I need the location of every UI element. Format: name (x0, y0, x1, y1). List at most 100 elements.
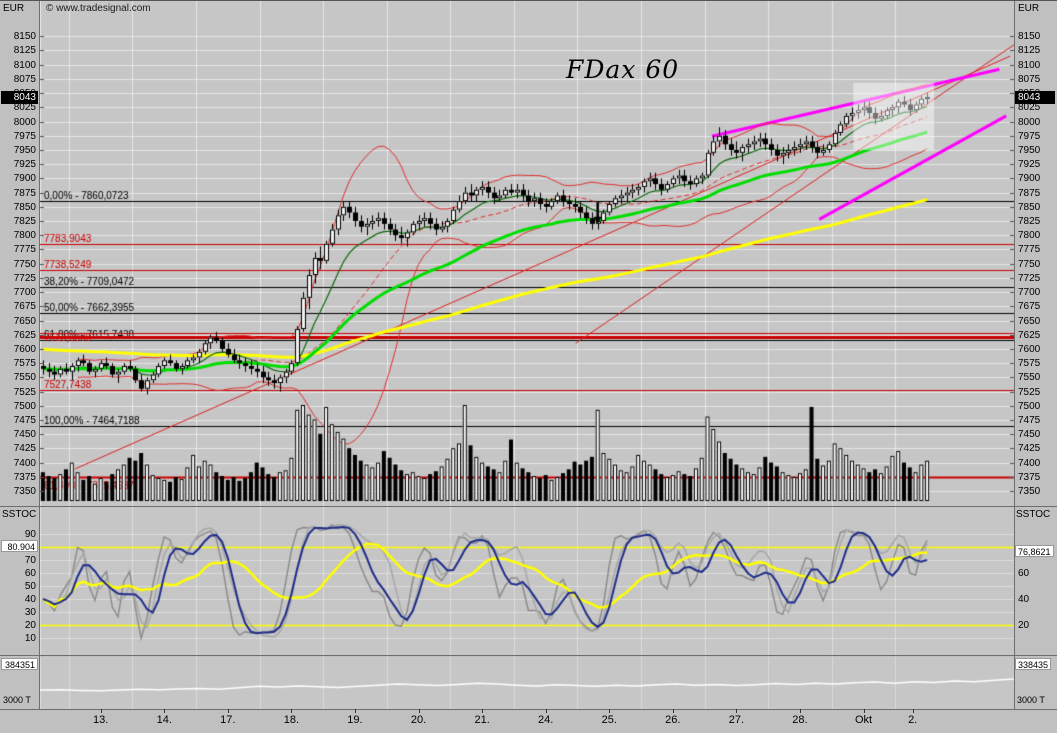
bottom-value-badge-right: 338435 (1015, 658, 1052, 670)
price-tick-label: 7775 (1018, 244, 1041, 256)
sstoc-tick-label: 20 (1018, 620, 1030, 631)
date-tick (482, 709, 483, 713)
date-label: 19. (347, 714, 363, 726)
price-tick-label: 7675 (13, 301, 36, 313)
date-tick (673, 709, 674, 713)
price-tick-label: 7975 (1018, 130, 1041, 142)
price-tick-label: 7525 (13, 386, 36, 398)
panel-separator[interactable] (0, 655, 1057, 656)
price-tick-label: 7875 (13, 187, 36, 199)
price-tick-label: 7800 (13, 230, 36, 242)
price-tick-label: 7575 (13, 358, 36, 370)
price-tick-label: 7725 (13, 272, 36, 284)
price-tick-label: 7925 (13, 159, 36, 171)
price-tick-label: 7450 (13, 429, 36, 441)
date-label: 2. (908, 714, 918, 726)
sstoc-tick-label: 10 (24, 633, 36, 644)
left-axis-divider (39, 1, 40, 709)
date-label: 24. (538, 714, 554, 726)
date-tick (164, 709, 165, 713)
date-tick (101, 709, 102, 713)
sstoc-tick-label: 20 (24, 620, 36, 631)
left-price-axis: 7350 7375 7400 7425 7450 7475 7500 7525 7550 7575… (0, 1, 39, 709)
bottom-axis-scale-left: 3000 T (3, 695, 31, 705)
price-tick-label: 7525 (1018, 386, 1041, 398)
sstoc-tick-label: 50 (24, 581, 36, 592)
price-tick-label: 7850 (13, 201, 36, 213)
date-label: 20. (410, 714, 427, 726)
sstoc-tick-label: 70 (24, 555, 36, 566)
chart-title: FDax 60 (566, 55, 680, 84)
bottom-axis-scale-right: 3000 T (1017, 695, 1045, 705)
time-axis: 13. 14. 17. 18. 19. 20. 21. 24. 25. 26. 27. 28. Okt 2… (0, 709, 1057, 733)
price-tick-label: 7625 (13, 329, 36, 341)
last-price-badge-left: 8043 (1, 91, 38, 104)
price-tick-label: 7750 (1018, 258, 1041, 270)
date-tick (228, 709, 229, 713)
right-price-axis: 7350 7375 7400 7425 7450 7475 7500 7525 7550 7575… (1015, 1, 1057, 709)
sstoc-tick-label: 40 (1018, 594, 1030, 605)
price-tick-label: 8000 (13, 116, 36, 128)
price-tick-label: 8100 (13, 59, 36, 71)
date-tick (291, 709, 292, 713)
date-label: 28. (792, 714, 808, 726)
price-tick-label: 8125 (1018, 45, 1041, 57)
panel-separator[interactable] (0, 506, 1057, 507)
price-tick-label: 7975 (13, 130, 36, 142)
price-tick-label: 7475 (1018, 415, 1041, 426)
right-axis-unit-label: EUR (1018, 3, 1040, 14)
price-tick-label: 8150 (13, 31, 36, 43)
price-tick-label: 7375 (13, 471, 36, 483)
price-tick-label: 7900 (13, 173, 36, 185)
price-tick-label: 7775 (13, 244, 36, 256)
left-axis-unit-label: EUR (3, 3, 25, 14)
price-tick-label: 8075 (13, 73, 36, 85)
price-tick-label: 8000 (1018, 116, 1041, 128)
price-tick-label: 7950 (13, 144, 36, 156)
price-tick-label: 7400 (1018, 457, 1041, 469)
watermark: © www.tradesignal.com (46, 3, 151, 14)
sstoc-tick-label: 30 (24, 607, 36, 618)
price-tick-label: 7375 (1018, 471, 1041, 483)
date-tick (800, 709, 801, 713)
price-tick-label: 7725 (1018, 272, 1041, 284)
date-tick (419, 709, 420, 713)
bottom-value-badge-left: 384351 (1, 658, 38, 670)
sstoc-tick-label: 60 (1018, 568, 1030, 579)
stochastic-panel-canvas[interactable] (40, 507, 1014, 655)
price-tick-label: 7850 (1018, 201, 1041, 213)
price-tick-label: 8100 (1018, 59, 1041, 71)
price-tick-label: 8075 (1018, 73, 1041, 85)
right-axis-divider (1014, 1, 1015, 709)
price-chart-canvas[interactable] (40, 1, 1014, 507)
price-tick-label: 7875 (1018, 187, 1041, 199)
sstoc-tick-label: 60 (24, 568, 36, 579)
price-tick-label: 7400 (13, 457, 36, 469)
price-tick-label: 8025 (1018, 102, 1041, 114)
price-tick-label: 7800 (1018, 230, 1041, 242)
price-tick-label: 8025 (13, 102, 36, 114)
price-tick-label: 7575 (1018, 358, 1041, 370)
sstoc-value-badge-right: 76,8621 (1015, 545, 1054, 557)
sstoc-panel-label-left: SSTOC (2, 509, 37, 520)
price-tick-label: 7650 (13, 315, 36, 327)
date-label: 14. (156, 714, 172, 726)
price-tick-label: 7825 (1018, 216, 1041, 228)
axis-separator (0, 709, 1057, 710)
price-tick-label: 7500 (13, 400, 36, 412)
date-label: 18. (283, 714, 300, 726)
price-tick-label: 8150 (1018, 31, 1041, 43)
volume-trend-panel-canvas[interactable] (40, 657, 1014, 709)
date-tick (546, 709, 547, 713)
price-tick-label: 7700 (13, 287, 36, 299)
date-tick (913, 709, 914, 713)
price-tick-label: 7600 (1018, 343, 1041, 355)
date-tick (355, 709, 356, 713)
date-label: 26. (665, 714, 681, 726)
date-tick (864, 709, 865, 713)
date-tick (736, 709, 737, 713)
price-tick-label: 7925 (1018, 159, 1041, 171)
sstoc-panel-label-right: SSTOC (1016, 509, 1051, 520)
date-label: 13. (93, 714, 109, 726)
